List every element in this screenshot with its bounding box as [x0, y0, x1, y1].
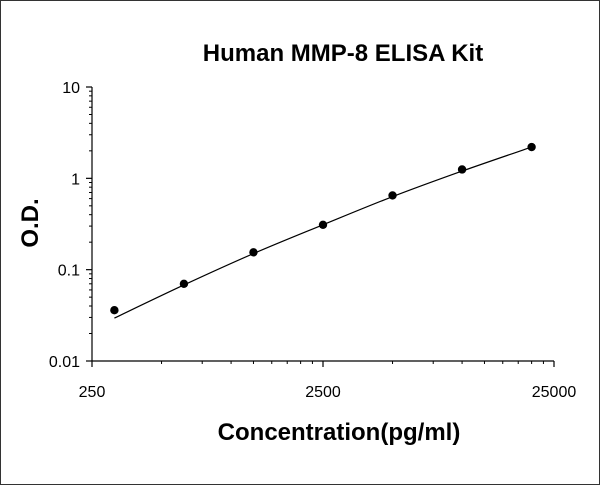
data-point — [388, 191, 397, 200]
y-tick-label: 1 — [71, 171, 80, 188]
y-tick-label: 0.01 — [49, 354, 80, 371]
data-point — [110, 305, 119, 315]
y-axis-label: O.D. — [17, 198, 44, 247]
x-tick-labels: 250 2500 25000 — [79, 384, 577, 401]
x-tick-label: 250 — [79, 384, 106, 401]
chart-title: Human MMP-8 ELISA Kit — [203, 40, 483, 67]
y-tick-label: 10 — [62, 80, 80, 97]
axes — [86, 86, 555, 367]
data-point — [527, 142, 536, 152]
fit-curve — [114, 146, 532, 319]
y-tick-labels: 10 1 0.1 0.01 — [49, 80, 80, 371]
data-point — [318, 220, 328, 229]
y-tick-label: 0.1 — [58, 263, 80, 280]
data-point — [179, 279, 189, 289]
data-point — [457, 165, 467, 174]
x-tick-label: 25000 — [532, 384, 577, 401]
data-points — [110, 142, 536, 315]
x-tick-label: 2500 — [305, 384, 341, 401]
x-axis-label: Concentration(pg/ml) — [218, 419, 461, 446]
data-point — [249, 248, 258, 257]
